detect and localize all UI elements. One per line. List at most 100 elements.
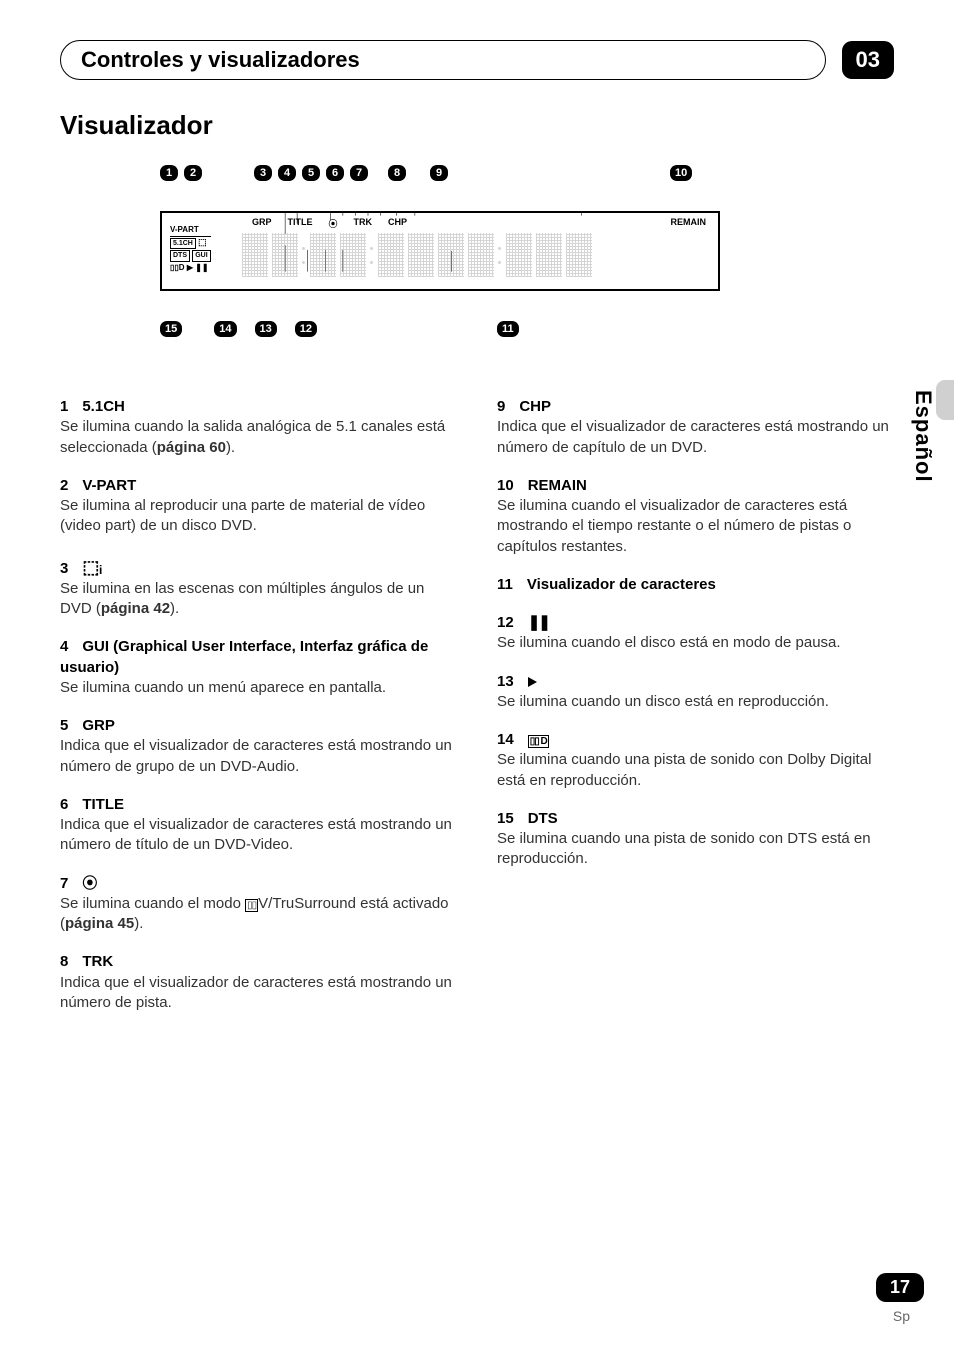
entry-7-page-ref: página 45 bbox=[65, 915, 134, 932]
callout-8: 8 bbox=[388, 165, 406, 181]
callout-11: 11 bbox=[497, 321, 519, 337]
callouts-bottom: 15 14 13 12 11 bbox=[160, 321, 894, 337]
ind-51ch: 5.1CH bbox=[170, 238, 196, 249]
display-panel: GRP TITLE ⦿ TRK CHP REMAIN V-PART 5.1CH … bbox=[160, 211, 720, 291]
entry-7-body-c: ). bbox=[134, 915, 143, 932]
entry-7-num: 7 bbox=[60, 875, 68, 892]
entry-14-num: 14 bbox=[497, 731, 514, 748]
callout-12: 12 bbox=[295, 321, 317, 337]
entry-1-num: 1 bbox=[60, 398, 68, 415]
top-indicator-row: GRP TITLE ⦿ TRK CHP bbox=[252, 217, 407, 230]
entry-3-page-ref: página 42 bbox=[101, 600, 170, 617]
callouts-top: 1 2 3 4 5 6 7 8 9 10 bbox=[160, 165, 894, 181]
play-pause-icon: ▶ ❚❚ bbox=[187, 263, 209, 272]
entry-9-num: 9 bbox=[497, 398, 505, 415]
entry-5: 5 GRP Indica que el visualizador de carac… bbox=[60, 716, 457, 777]
entry-8-body: Indica que el visualizador de caracteres… bbox=[60, 973, 457, 1014]
entry-12-num: 12 bbox=[497, 614, 514, 631]
entry-15-num: 15 bbox=[497, 810, 514, 827]
entry-1-title: 5.1CH bbox=[82, 398, 125, 415]
definitions-columns: 1 5.1CH Se ilumina cuando la salida analó… bbox=[60, 397, 894, 1031]
ind-grp: GRP bbox=[252, 217, 272, 230]
callout-9: 9 bbox=[430, 165, 448, 181]
pause-icon: ❚❚ bbox=[528, 613, 549, 633]
left-indicator-stack: V-PART 5.1CH ⬚ DTS GUI ▯▯D ▶ ❚❚ bbox=[170, 225, 211, 273]
entry-6: 6 TITLE Indica que el visualizador de car… bbox=[60, 795, 457, 856]
entry-5-body: Indica que el visualizador de caracteres… bbox=[60, 736, 457, 777]
header-title: Controles y visualizadores bbox=[60, 40, 826, 80]
entry-6-num: 6 bbox=[60, 796, 68, 813]
entry-14-body: Se ilumina cuando una pista de sonido co… bbox=[497, 750, 894, 791]
page-header: Controles y visualizadores 03 bbox=[60, 40, 894, 80]
surround-icon: ⦿ bbox=[82, 875, 96, 892]
entry-8: 8 TRK Indica que el visualizador de carac… bbox=[60, 952, 457, 1013]
entry-4-num: 4 bbox=[60, 638, 68, 655]
chapter-badge: 03 bbox=[842, 41, 894, 79]
entry-2-title: V-PART bbox=[82, 477, 136, 494]
entry-1: 1 5.1CH Se ilumina cuando la salida analó… bbox=[60, 397, 457, 458]
entry-10-body: Se ilumina cuando el visualizador de car… bbox=[497, 496, 894, 557]
entry-3: 3⬚ᵢ Se ilumina en las escenas con múltip… bbox=[60, 555, 457, 620]
callout-6: 6 bbox=[326, 165, 344, 181]
entry-11-title: Visualizador de caracteres bbox=[527, 576, 716, 593]
entry-5-num: 5 bbox=[60, 717, 68, 734]
entry-7-body-a: Se ilumina cuando el modo bbox=[60, 895, 245, 912]
callout-5: 5 bbox=[302, 165, 320, 181]
entry-7: 7⦿ Se ilumina cuando el modo ▯▯V/TruSurr… bbox=[60, 874, 457, 935]
callout-3: 3 bbox=[254, 165, 272, 181]
entry-2-body: Se ilumina al reproducir una parte de ma… bbox=[60, 496, 457, 537]
ind-chp: CHP bbox=[388, 217, 407, 230]
entry-4: 4GUI (Graphical User Interface, Interfaz… bbox=[60, 637, 457, 698]
side-tab bbox=[936, 380, 954, 420]
entry-4-body: Se ilumina cuando un menú aparece en pan… bbox=[60, 678, 457, 698]
callout-4: 4 bbox=[278, 165, 296, 181]
entry-9-title: CHP bbox=[519, 398, 551, 415]
entry-3-body-b: ). bbox=[170, 600, 179, 617]
entry-10-num: 10 bbox=[497, 477, 514, 494]
ind-dts: DTS bbox=[170, 250, 190, 261]
entry-6-body: Indica que el visualizador de caracteres… bbox=[60, 815, 457, 856]
callout-10: 10 bbox=[670, 165, 692, 181]
entry-12-body: Se ilumina cuando el disco está en modo … bbox=[497, 633, 894, 653]
entry-1-body-a: Se ilumina cuando la salida analógica de… bbox=[60, 418, 445, 455]
ind-vpart: V-PART bbox=[170, 225, 211, 237]
entry-15-title: DTS bbox=[528, 810, 558, 827]
callout-14: 14 bbox=[214, 321, 236, 337]
entry-15: 15 DTS Se ilumina cuando una pista de son… bbox=[497, 809, 894, 870]
ind-dolbyd: ▯▯D bbox=[170, 263, 185, 272]
entry-4-title: GUI (Graphical User Interface, Interfaz … bbox=[60, 638, 428, 675]
entry-14: 14 ▯▯ D Se ilumina cuando una pista de so… bbox=[497, 730, 894, 791]
ind-surround: ⦿ bbox=[329, 217, 338, 230]
side-language-label: Español bbox=[910, 390, 936, 483]
entry-2-num: 2 bbox=[60, 477, 68, 494]
entry-9: 9 CHP Indica que el visualizador de carac… bbox=[497, 397, 894, 458]
left-column: 1 5.1CH Se ilumina cuando la salida analó… bbox=[60, 397, 457, 1031]
section-title: Visualizador bbox=[60, 110, 894, 141]
callout-1: 1 bbox=[160, 165, 178, 181]
dolby-icon: ▯▯ bbox=[245, 899, 258, 912]
entry-6-title: TITLE bbox=[82, 796, 124, 813]
entry-5-title: GRP bbox=[82, 717, 115, 734]
entry-2: 2 V-PART Se ilumina al reproducir una par… bbox=[60, 476, 457, 537]
ind-gui: GUI bbox=[192, 250, 210, 261]
angle-icon: ⬚ᵢ bbox=[82, 557, 102, 577]
entry-8-title: TRK bbox=[82, 953, 113, 970]
callout-2: 2 bbox=[184, 165, 202, 181]
entry-15-body: Se ilumina cuando una pista de sonido co… bbox=[497, 829, 894, 870]
entry-3-num: 3 bbox=[60, 560, 68, 577]
entry-11-num: 11 bbox=[497, 576, 513, 593]
entry-13: 13 Se ilumina cuando un disco está en re… bbox=[497, 672, 894, 713]
entry-8-num: 8 bbox=[60, 953, 68, 970]
entry-12: 12 ❚❚ Se ilumina cuando el disco está en … bbox=[497, 613, 894, 654]
page-lang-code: Sp bbox=[893, 1308, 910, 1324]
entry-13-num: 13 bbox=[497, 673, 514, 690]
entry-1-page-ref: página 60 bbox=[157, 439, 226, 456]
ind-trk: TRK bbox=[354, 217, 373, 230]
entry-13-body: Se ilumina cuando un disco está en repro… bbox=[497, 692, 894, 712]
ind-remain: REMAIN bbox=[671, 217, 707, 227]
page-number: 17 bbox=[876, 1273, 924, 1302]
entry-9-body: Indica que el visualizador de caracteres… bbox=[497, 417, 894, 458]
dolby-d-icon: ▯▯ D bbox=[528, 735, 549, 748]
play-icon bbox=[528, 677, 537, 687]
display-diagram: 1 2 3 4 5 6 7 8 9 10 bbox=[60, 165, 894, 337]
